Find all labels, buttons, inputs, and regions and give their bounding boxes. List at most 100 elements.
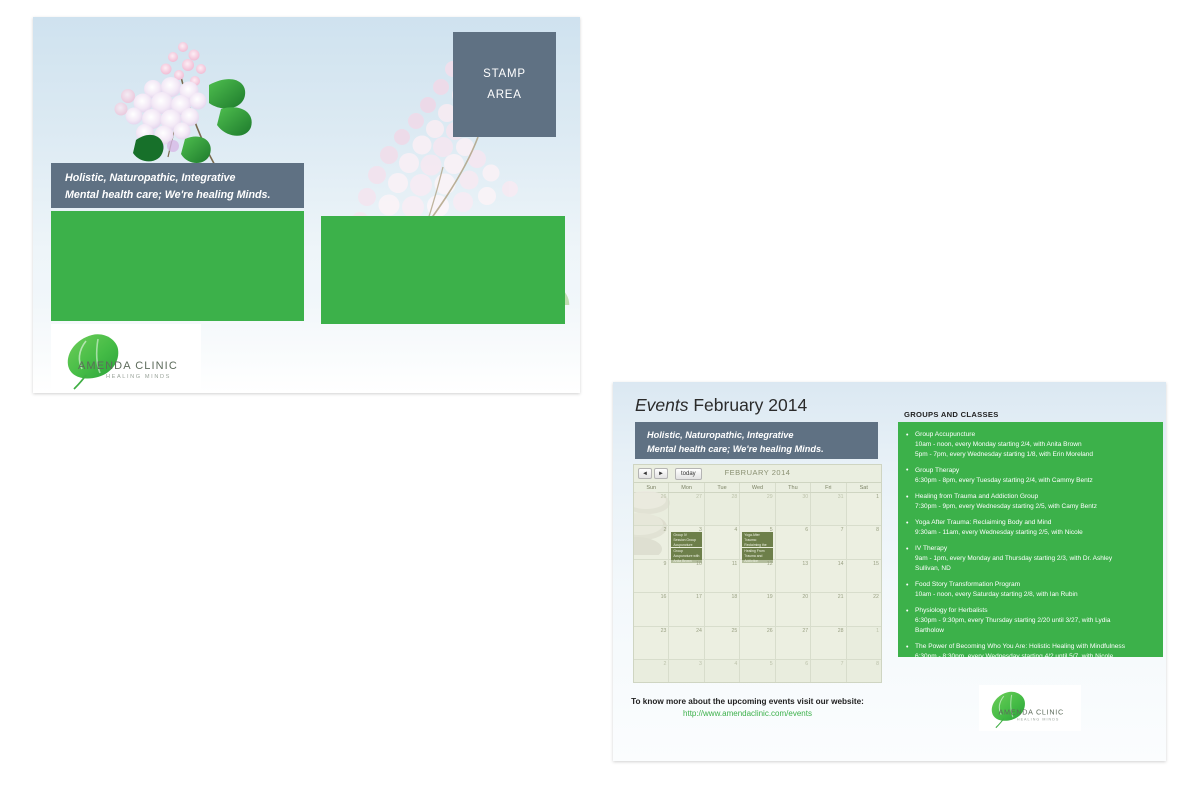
calendar-day-cell[interactable]: 8	[846, 526, 881, 559]
calendar-day-number: 26	[766, 627, 773, 634]
list-item: • Food Story Transformation Program 10am -…	[906, 580, 1153, 600]
calendar-day-number: 2	[663, 527, 667, 534]
list-item: • Healing from Trauma and Addiction Group…	[906, 492, 1153, 512]
bullet-icon: •	[906, 545, 909, 553]
calendar-day-cell[interactable]: 26	[740, 626, 776, 659]
calendar-grid[interactable]: 26 27 28 29 30 31 1 2 3 Group IV Session Group Ac…	[634, 493, 881, 682]
calendar-day-cell[interactable]: 30	[775, 493, 812, 526]
calendar-day-cell[interactable]: 22	[846, 593, 881, 626]
class-schedule-line: 10am - noon, every Saturday starting 2/8…	[915, 591, 1078, 599]
calendar-prev-button[interactable]: ◄	[638, 468, 652, 479]
calendar-today-button[interactable]: today	[675, 467, 702, 480]
class-schedule-line: 6:30pm - 8pm, every Tuesday starting 2/4…	[915, 476, 1093, 484]
calendar-day-number: 13	[802, 560, 809, 567]
calendar-toolbar[interactable]: ◄ ► today FEBRUARY 2014	[634, 465, 881, 482]
calendar-day-cell[interactable]: 6	[775, 659, 812, 682]
calendar-day-cell[interactable]: 24	[669, 626, 705, 659]
calendar-day-cell[interactable]: 4	[704, 659, 741, 682]
calendar-day-cell[interactable]: 4	[704, 526, 741, 559]
calendar-day-cell[interactable]: 17	[669, 593, 705, 626]
bullet-icon: •	[906, 643, 909, 651]
calendar-day-cell[interactable]: 27	[669, 493, 705, 526]
list-item: • The Power of Becoming Who You Are: Holi…	[906, 642, 1153, 662]
calendar-day-number: 15	[873, 560, 879, 567]
calendar-day-number: 29	[766, 494, 773, 500]
bullet-icon: •	[906, 493, 909, 501]
calendar-day-header: Fri	[811, 483, 847, 492]
logo-tagline: HEALING MINDS	[1017, 717, 1060, 721]
calendar-day-cell[interactable]: 2	[634, 659, 670, 682]
page-title-rest: February 2014	[688, 395, 808, 415]
calendar-day-cell[interactable]: 3	[669, 659, 705, 682]
postcard-tagline-line-2: Mental health care; We're healing Minds.	[65, 188, 271, 201]
calendar-day-cell[interactable]: 2	[634, 526, 670, 559]
calendar-day-cell[interactable]: 15	[846, 559, 881, 593]
calendar-day-cell[interactable]: 6	[775, 526, 812, 559]
calendar-week-row: 26 27 28 29 30 31 1	[634, 493, 881, 527]
calendar-day-cell[interactable]: 11	[704, 559, 741, 593]
bullet-icon: •	[906, 607, 909, 615]
calendar-next-button[interactable]: ►	[654, 468, 668, 479]
calendar-day-cell[interactable]: 5	[740, 659, 776, 682]
calendar-day-cell[interactable]: 19	[740, 593, 776, 626]
postcard-logo: AMENDA CLINIC HEALING MINDS	[51, 324, 201, 393]
calendar-day-number: 6	[805, 527, 809, 534]
calendar-day-cell[interactable]: 7	[811, 659, 847, 682]
logo-wordmark: AMENDA CLINIC	[78, 360, 178, 372]
calendar-week-row: 9 10 11 12 13 14 15	[634, 559, 881, 594]
calendar-day-cell[interactable]: 9	[634, 559, 670, 593]
calendar-day-cell[interactable]: 7	[811, 526, 847, 559]
calendar-day-cell[interactable]: 27	[775, 626, 812, 659]
calendar-day-cell[interactable]: 3 Group IV Session Group Acupuncture Group…	[669, 526, 705, 565]
calendar-day-cell[interactable]: 8	[846, 659, 881, 682]
calendar-day-cell[interactable]: 21	[811, 593, 847, 626]
calendar-day-cell[interactable]: 26	[634, 493, 670, 526]
calendar-day-cell[interactable]: 13	[775, 559, 812, 593]
calendar-day-cell[interactable]: 25	[704, 626, 741, 659]
calendar-day-cell[interactable]: 10	[669, 559, 705, 593]
calendar-day-number: 5	[769, 527, 773, 534]
logo-tagline: HEALING MINDS	[106, 374, 171, 380]
calendar-day-cell[interactable]: 28	[811, 626, 847, 659]
calendar-day-cell[interactable]: 16	[634, 593, 670, 626]
calendar-day-number: 10	[696, 560, 702, 567]
calendar-day-header: Tue	[705, 483, 741, 492]
calendar-day-cell[interactable]: 18	[704, 593, 741, 626]
bullet-icon: •	[906, 519, 909, 527]
calendar-day-cell[interactable]: 29	[740, 493, 776, 526]
class-title: Healing from Trauma and Addiction Group	[915, 493, 1039, 501]
calendar-event[interactable]: Group IV Session Group Acupuncture	[671, 532, 702, 549]
calendar-footnote: To know more about the upcoming events v…	[613, 697, 882, 718]
events-panel-logo: AMENDA CLINIC HEALING MINDS	[979, 685, 1081, 731]
calendar-day-cell[interactable]: 28	[704, 493, 741, 526]
calendar-day-number: 19	[766, 594, 773, 601]
calendar-day-cell[interactable]: 14	[811, 559, 847, 593]
calendar-day-number: 4	[734, 527, 738, 534]
calendar-day-cell[interactable]: 12	[740, 559, 776, 593]
calendar-day-cell[interactable]: 31	[811, 493, 847, 526]
calendar-day-cell[interactable]: 1	[846, 493, 881, 526]
calendar-day-number: 20	[802, 594, 809, 601]
calendar-day-number: 27	[802, 627, 809, 634]
calendar-day-cell[interactable]: 1	[846, 626, 881, 659]
calendar-week-row: 2 3 Group IV Session Group Acupuncture Grou…	[634, 526, 881, 565]
class-schedule-line: 7:30pm - 9pm, every Wednesday starting 2…	[915, 502, 1097, 510]
calendar-day-number: 6	[805, 660, 809, 667]
calendar-week-row: 2 3 4 5 6 7 8	[634, 659, 881, 682]
class-schedule-line: 6:30pm - 8:30pm, every Wednesday startin…	[915, 653, 1114, 661]
calendar-day-number: 28	[731, 494, 738, 500]
calendar-event[interactable]: Yoga After Trauma: Reclaiming the Body a…	[742, 532, 773, 549]
calendar-day-number: 26	[660, 494, 667, 500]
class-schedule-line: 10am - noon, every Monday starting 2/4, …	[915, 440, 1082, 448]
calendar-day-cell[interactable]: 20	[775, 593, 812, 626]
class-title: IV Therapy	[915, 545, 948, 553]
calendar-widget[interactable]: ◄ ► today FEBRUARY 2014 Sun Mon Tue Wed Thu F…	[633, 464, 882, 683]
logo-wordmark: AMENDA CLINIC	[999, 708, 1064, 717]
calendar-day-cell[interactable]: 23	[634, 626, 670, 659]
postcard-tagline-box: Holistic, Naturopathic, Integrative Ment…	[51, 163, 304, 208]
footnote-url-link[interactable]: http://www.amendaclinic.com/events	[683, 709, 812, 718]
list-item: • Group Accupuncture 10am - noon, every Mo…	[906, 430, 1153, 459]
amenda-clinic-logo-icon: AMENDA CLINIC HEALING MINDS	[67, 334, 178, 390]
